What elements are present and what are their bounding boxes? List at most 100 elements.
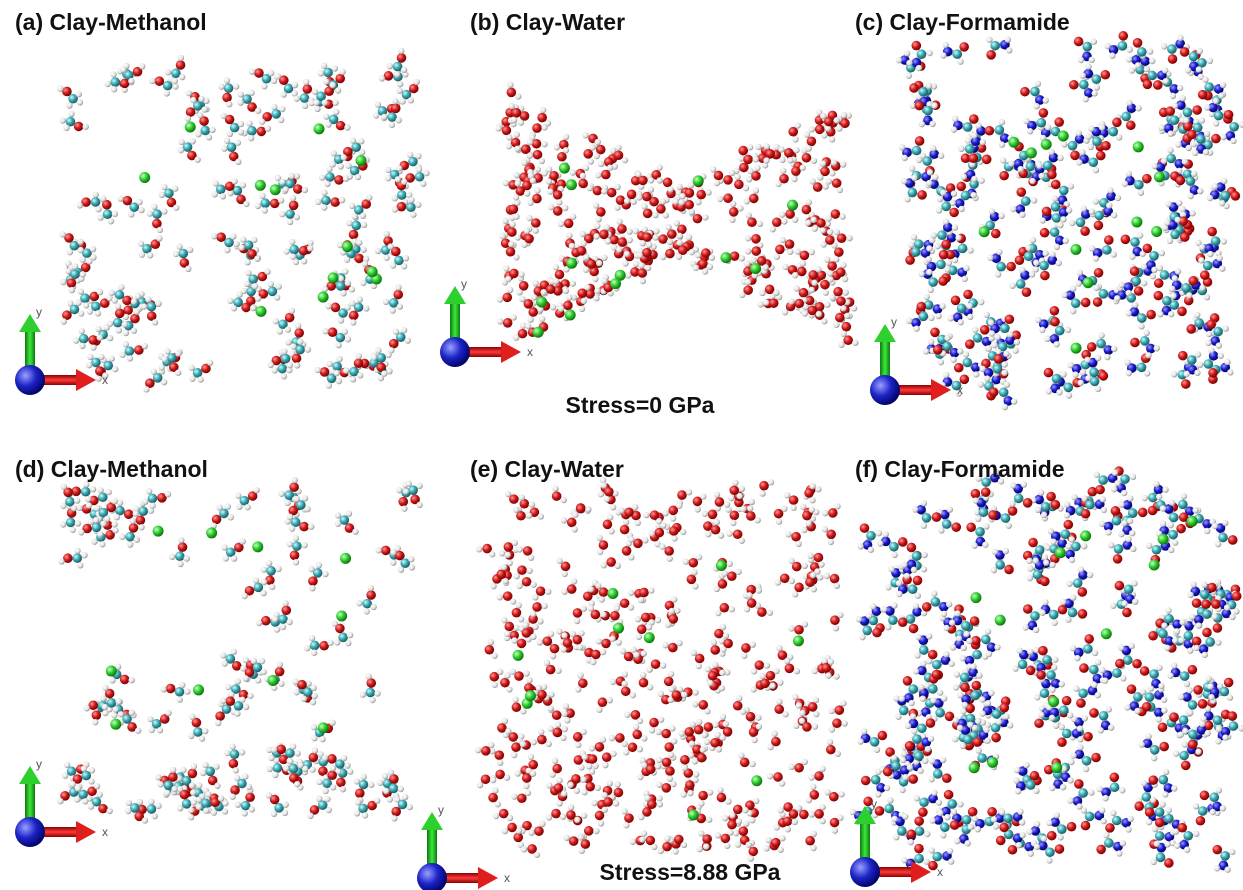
atom: [215, 711, 225, 721]
atom: [553, 190, 563, 200]
atom: [384, 71, 394, 81]
atom: [827, 229, 833, 235]
atom: [1030, 87, 1040, 97]
atom: [1067, 362, 1073, 368]
atom: [86, 502, 92, 508]
atom: [189, 714, 195, 720]
atom: [930, 145, 936, 151]
atom: [275, 283, 281, 289]
atom: [415, 172, 425, 182]
atom: [601, 255, 607, 261]
atom: [1130, 338, 1140, 348]
atom: [184, 688, 190, 694]
atom: [824, 301, 830, 307]
atom: [70, 269, 80, 279]
atom: [959, 42, 969, 52]
atom: [521, 160, 527, 166]
atom: [268, 755, 274, 761]
atom: [67, 766, 77, 776]
atom: [308, 523, 314, 529]
atom: [394, 796, 400, 802]
atom: [1121, 112, 1131, 122]
atom: [594, 288, 600, 294]
atom: [222, 660, 228, 666]
atom: [749, 194, 759, 204]
atom: [816, 311, 822, 317]
atom: [230, 749, 240, 759]
atom: [267, 766, 273, 772]
atom: [836, 296, 846, 306]
atom: [1111, 346, 1117, 352]
atom: [993, 364, 1003, 374]
atom: [155, 774, 161, 780]
atom: [791, 166, 801, 176]
atom: [269, 584, 275, 590]
atom: [57, 798, 63, 804]
atom: [60, 503, 66, 509]
atom: [59, 117, 65, 123]
atom: [588, 158, 594, 164]
atom: [979, 366, 985, 372]
atom: [1111, 251, 1117, 257]
atom: [295, 323, 301, 329]
atom: [739, 292, 745, 298]
ion: [979, 226, 990, 237]
atom: [792, 136, 798, 142]
atom: [928, 277, 938, 287]
atom: [1018, 166, 1024, 172]
atom: [188, 733, 194, 739]
atom: [1042, 250, 1048, 256]
molecular-snapshot: [495, 82, 858, 348]
atom: [1154, 291, 1164, 301]
atom: [1126, 100, 1132, 106]
atom: [60, 231, 66, 237]
atom: [176, 243, 182, 249]
atom: [271, 367, 277, 373]
atom: [1185, 145, 1191, 151]
atom: [919, 312, 929, 322]
atom: [334, 639, 340, 645]
atom: [81, 487, 91, 497]
atom: [923, 348, 929, 354]
atom: [331, 303, 341, 313]
atom: [169, 554, 175, 560]
atom: [281, 354, 291, 364]
atom: [685, 188, 695, 198]
atom: [963, 290, 973, 300]
atom: [92, 710, 102, 720]
atom: [592, 276, 598, 282]
atom: [335, 512, 341, 518]
atom: [791, 176, 797, 182]
atom: [165, 710, 171, 716]
atom: [1216, 255, 1222, 261]
atom: [191, 763, 197, 769]
atom: [1221, 238, 1227, 244]
atom: [415, 153, 421, 159]
atom: [390, 559, 396, 565]
atom: [769, 298, 779, 308]
atom: [1051, 180, 1061, 190]
atom: [1043, 97, 1049, 103]
atom: [314, 106, 320, 112]
atom: [506, 134, 512, 140]
atom: [1005, 36, 1011, 42]
atom: [387, 112, 397, 122]
atom: [342, 328, 348, 334]
atom: [79, 343, 85, 349]
atom: [272, 616, 278, 622]
atom: [1023, 118, 1029, 124]
atom: [423, 170, 429, 176]
atom: [345, 162, 351, 168]
atom: [72, 263, 78, 269]
ion: [566, 179, 577, 190]
atom: [985, 126, 995, 136]
atom: [1223, 325, 1229, 331]
atom: [216, 232, 226, 242]
atom: [502, 293, 512, 303]
atom: [778, 146, 784, 152]
atom: [303, 79, 309, 85]
atom: [185, 115, 191, 121]
atom: [235, 159, 241, 165]
atom: [594, 223, 600, 229]
atom: [1177, 85, 1183, 91]
